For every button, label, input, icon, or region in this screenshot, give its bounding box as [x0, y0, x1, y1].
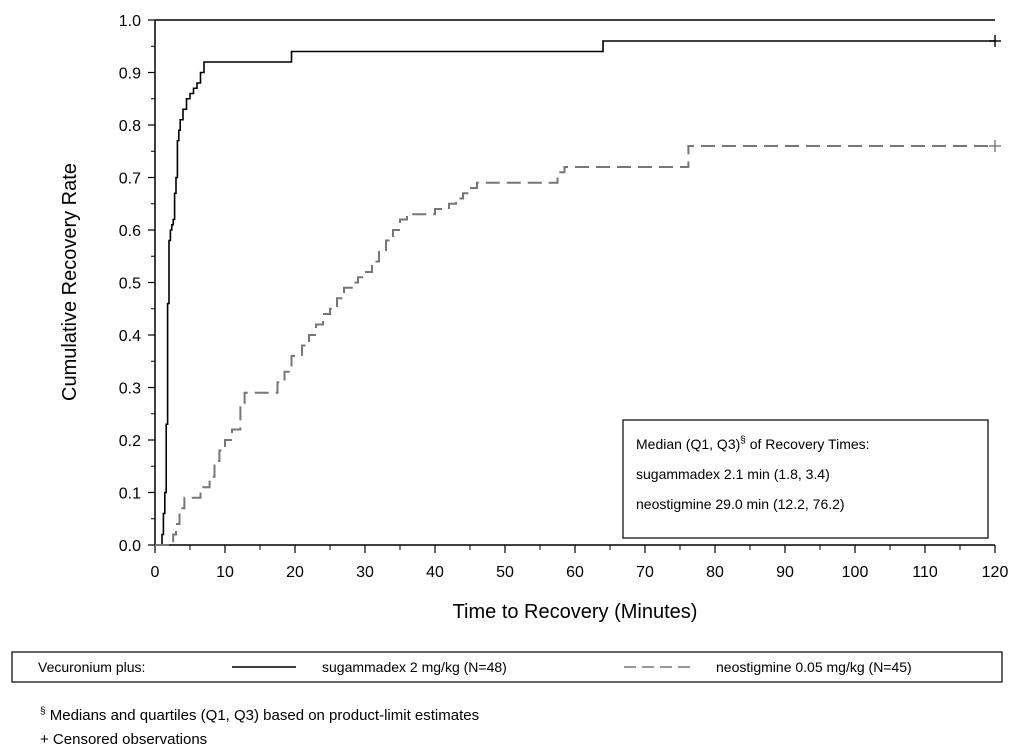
x-tick-label-2: 20 — [286, 564, 304, 581]
median-box-line-sugammadex: sugammadex 2.1 min (1.8, 3.4) — [636, 466, 830, 482]
series-layer — [155, 40, 995, 546]
median-box-line-neostigmine: neostigmine 29.0 min (12.2, 76.2) — [636, 496, 845, 512]
legend: Vecuronium plus: sugammadex 2 mg/kg (N=4… — [11, 651, 1003, 683]
legend-lead: Vecuronium plus: — [38, 659, 145, 675]
y-tick-label-7: 0.7 — [119, 171, 141, 188]
footnote-medians: § Medians and quartiles (Q1, Q3) based o… — [40, 706, 479, 724]
y-tick-label-5: 0.5 — [119, 276, 141, 293]
censored-mark-0 — [989, 35, 1001, 47]
y-axis-title: Cumulative Recovery Rate — [59, 163, 81, 401]
y-tick-label-8: 0.8 — [119, 118, 141, 135]
x-tick-label-9: 90 — [776, 564, 794, 581]
x-tick-label-0: 0 — [151, 564, 160, 581]
y-tick-label-4: 0.4 — [119, 328, 141, 345]
footnotes: § Medians and quartiles (Q1, Q3) based o… — [40, 706, 479, 748]
footnote-censored: + Censored observations — [40, 731, 207, 748]
censor-layer — [989, 35, 1001, 152]
y-tick-label-10: 1.0 — [119, 13, 141, 30]
y-tick-label-6: 0.6 — [119, 223, 141, 240]
y-tick-label-2: 0.2 — [119, 433, 141, 450]
median-box: Median (Q1, Q3)§ of Recovery Times: suga… — [622, 419, 989, 539]
series-line-sugammadex — [155, 40, 995, 546]
x-axis-title: Time to Recovery (Minutes) — [453, 601, 698, 623]
x-tick-label-4: 40 — [426, 564, 444, 581]
y-tick-label-0: 0.0 — [119, 538, 141, 555]
legend-frame — [11, 651, 1003, 683]
x-tick-label-11: 110 — [912, 564, 938, 581]
x-tick-label-3: 30 — [356, 564, 374, 581]
series-line-neostigmine — [155, 145, 995, 546]
y-ticks: 0.0 0.1 0.2 0.3 0.4 0.5 0.6 0.7 0.8 0.9 1.0 — [119, 13, 155, 555]
x-tick-label-8: 80 — [706, 564, 724, 581]
x-tick-label-7: 70 — [636, 564, 654, 581]
censored-mark-1 — [989, 140, 1001, 152]
x-ticks: 0 10 20 30 40 50 60 70 80 90 100 110 120 — [151, 545, 1009, 581]
x-tick-label-10: 100 — [842, 564, 869, 581]
x-tick-label-6: 60 — [566, 564, 584, 581]
median-box-frame — [622, 419, 989, 539]
x-tick-label-5: 50 — [496, 564, 514, 581]
y-tick-label-9: 0.9 — [119, 66, 141, 83]
x-tick-label-12: 120 — [982, 564, 1009, 581]
legend-label-sugammadex: sugammadex 2 mg/kg (N=48) — [322, 659, 507, 675]
legend-label-neostigmine: neostigmine 0.05 mg/kg (N=45) — [716, 659, 912, 675]
x-tick-label-1: 10 — [216, 564, 234, 581]
y-tick-label-3: 0.3 — [119, 381, 141, 398]
y-tick-label-1: 0.1 — [119, 486, 141, 503]
median-box-title: Median (Q1, Q3)§ of Recovery Times: — [636, 435, 870, 452]
